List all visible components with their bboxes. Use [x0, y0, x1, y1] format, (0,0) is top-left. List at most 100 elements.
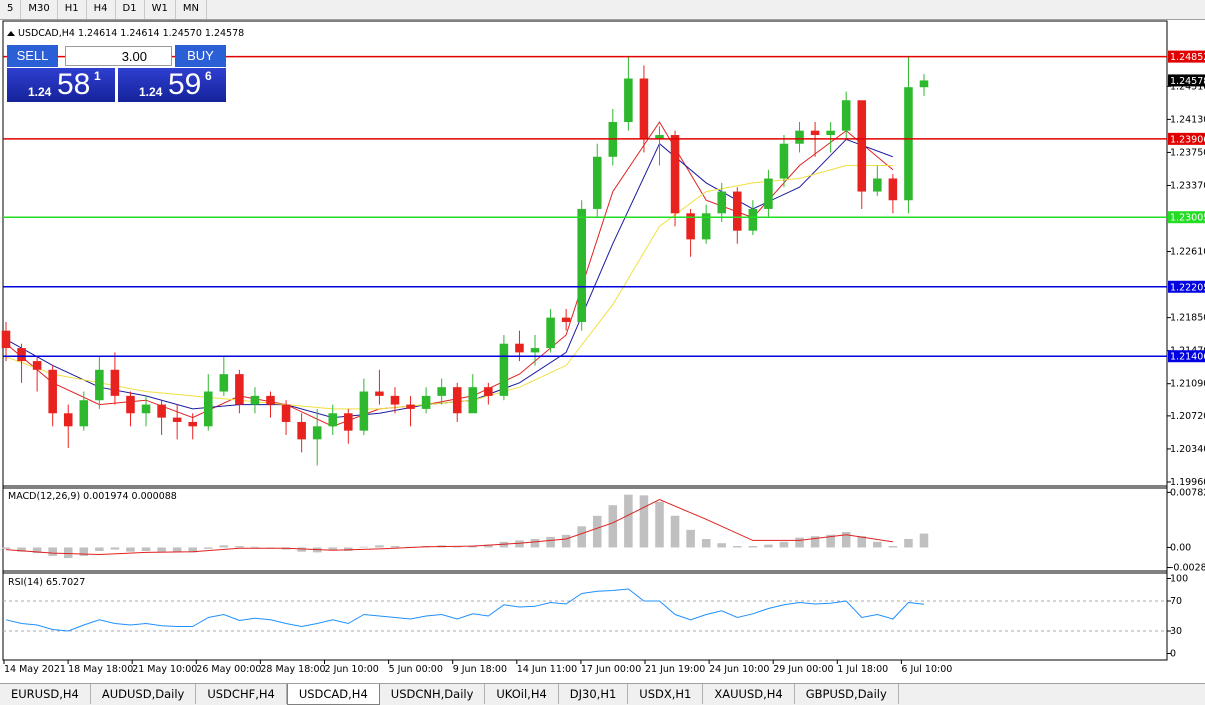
macd-bar — [888, 546, 898, 548]
timeframe-button[interactable]: 5 — [0, 0, 22, 19]
candle-body — [717, 191, 727, 214]
macd-bar — [904, 539, 913, 548]
candle-body — [561, 317, 571, 322]
candle-body — [421, 395, 431, 409]
y-tick-label: 70 — [1170, 596, 1182, 607]
ask-fraction: 6 — [205, 69, 212, 83]
macd-bar — [733, 546, 742, 548]
chart-tab[interactable]: USDX,H1 — [628, 684, 704, 704]
x-tick-label: 2 Jun 10:00 — [325, 664, 379, 675]
candle-body — [919, 80, 929, 88]
candle-body — [328, 413, 338, 427]
macd-bar — [188, 547, 197, 553]
candle-body — [297, 421, 306, 440]
candle-body — [499, 343, 509, 396]
moving-average — [5, 165, 893, 410]
current-price-label: 1.24578 — [1170, 76, 1205, 87]
candle-body — [95, 369, 104, 401]
timeframe-button[interactable]: MN — [176, 0, 207, 19]
macd-bar — [344, 547, 353, 551]
candle-body — [32, 361, 42, 370]
chart-tab[interactable]: UKOil,H4 — [485, 684, 559, 704]
buy-button[interactable]: BUY — [175, 45, 226, 67]
macd-bar — [328, 547, 338, 551]
y-tick-label: 1.20720 — [1170, 411, 1205, 422]
macd-bar — [686, 529, 695, 548]
candle-body — [359, 391, 369, 431]
y-tick-label: 1.20340 — [1170, 444, 1205, 455]
x-tick-label: 18 May 18:00 — [68, 664, 133, 675]
chart-tab[interactable]: USDCNH,Daily — [380, 684, 486, 704]
macd-bar — [624, 494, 633, 548]
current-price-tag — [1168, 74, 1205, 87]
chart-window: USDCAD,H4 1.24614 1.24614 1.24570 1.2457… — [1, 20, 1205, 675]
chart-tab[interactable]: USDCHF,H4 — [196, 684, 287, 704]
macd-bar — [592, 515, 602, 548]
macd-bar — [1, 547, 11, 549]
chart-tab[interactable]: EURUSD,H4 — [0, 684, 91, 704]
macd-bar — [857, 536, 867, 548]
candle-body — [484, 387, 493, 396]
macd-bar — [48, 547, 57, 556]
candle-body — [281, 404, 291, 422]
bid-price[interactable]: 1.24 58 1 — [7, 68, 115, 102]
macd-bar — [203, 547, 213, 549]
macd-bar — [919, 533, 929, 548]
timeframe-button[interactable]: H1 — [58, 0, 87, 19]
timeframe-button[interactable]: D1 — [116, 0, 145, 19]
candle-body — [235, 374, 244, 405]
one-click-trading: SELL BUY 3.00 1.24 58 1 1.24 59 6 — [7, 45, 226, 102]
candle-body — [110, 369, 120, 396]
macd-signal — [5, 499, 893, 556]
chart-tab[interactable]: GBPUSD,Daily — [795, 684, 899, 704]
macd-bar — [32, 547, 42, 554]
candle-body — [157, 404, 166, 418]
candle-body — [63, 413, 73, 427]
macd-bar — [639, 495, 649, 548]
volume-input[interactable]: 3.00 — [65, 46, 172, 66]
macd-bar — [561, 534, 571, 548]
candle-body — [686, 213, 695, 240]
ask-price[interactable]: 1.24 59 6 — [118, 68, 226, 102]
ask-big-figure: 1.24 — [139, 85, 163, 99]
candle-body — [452, 387, 462, 414]
macd-bar — [110, 547, 120, 550]
candle-body — [203, 391, 213, 427]
macd-bar — [655, 501, 664, 548]
macd-bar — [701, 539, 711, 548]
chart-tab[interactable]: XAUUSD,H4 — [703, 684, 795, 704]
candle-body — [188, 421, 197, 427]
timeframe-button[interactable]: H4 — [87, 0, 116, 19]
x-tick-label: 29 Jun 00:00 — [773, 664, 833, 675]
y-tick-label: 1.21090 — [1170, 379, 1205, 390]
macd-bar — [297, 547, 306, 552]
candle-body — [515, 343, 524, 353]
x-tick-label: 1 Jul 18:00 — [837, 664, 888, 675]
price-level-tag — [1168, 211, 1205, 224]
candle-body — [857, 100, 867, 192]
macd-bar — [172, 547, 182, 552]
candle-body — [639, 78, 649, 140]
y-tick-label: 1.24130 — [1170, 114, 1205, 125]
candle-body — [312, 426, 322, 440]
chart-tab[interactable]: DJ30,H1 — [559, 684, 629, 704]
candle-body — [344, 413, 353, 431]
y-tick-label: 100 — [1170, 574, 1188, 585]
chart-tab[interactable]: AUDUSD,Daily — [91, 684, 197, 704]
timeframe-button[interactable]: W1 — [145, 0, 176, 19]
y-tick-label: 30 — [1170, 626, 1182, 637]
macd-bar — [764, 544, 773, 548]
candle-body — [250, 395, 260, 405]
candle-body — [904, 87, 913, 201]
price-level-label: 1.23005 — [1170, 213, 1205, 224]
timeframe-button[interactable]: M30 — [21, 0, 58, 19]
macd-bar — [670, 515, 680, 548]
sell-button[interactable]: SELL — [7, 45, 58, 67]
candle-body — [826, 130, 835, 136]
chart-tab[interactable]: USDCAD,H4 — [286, 684, 380, 705]
candle-body — [701, 213, 711, 240]
macd-bar — [452, 546, 462, 548]
macd-bar — [219, 545, 229, 548]
candle-body — [390, 395, 400, 405]
